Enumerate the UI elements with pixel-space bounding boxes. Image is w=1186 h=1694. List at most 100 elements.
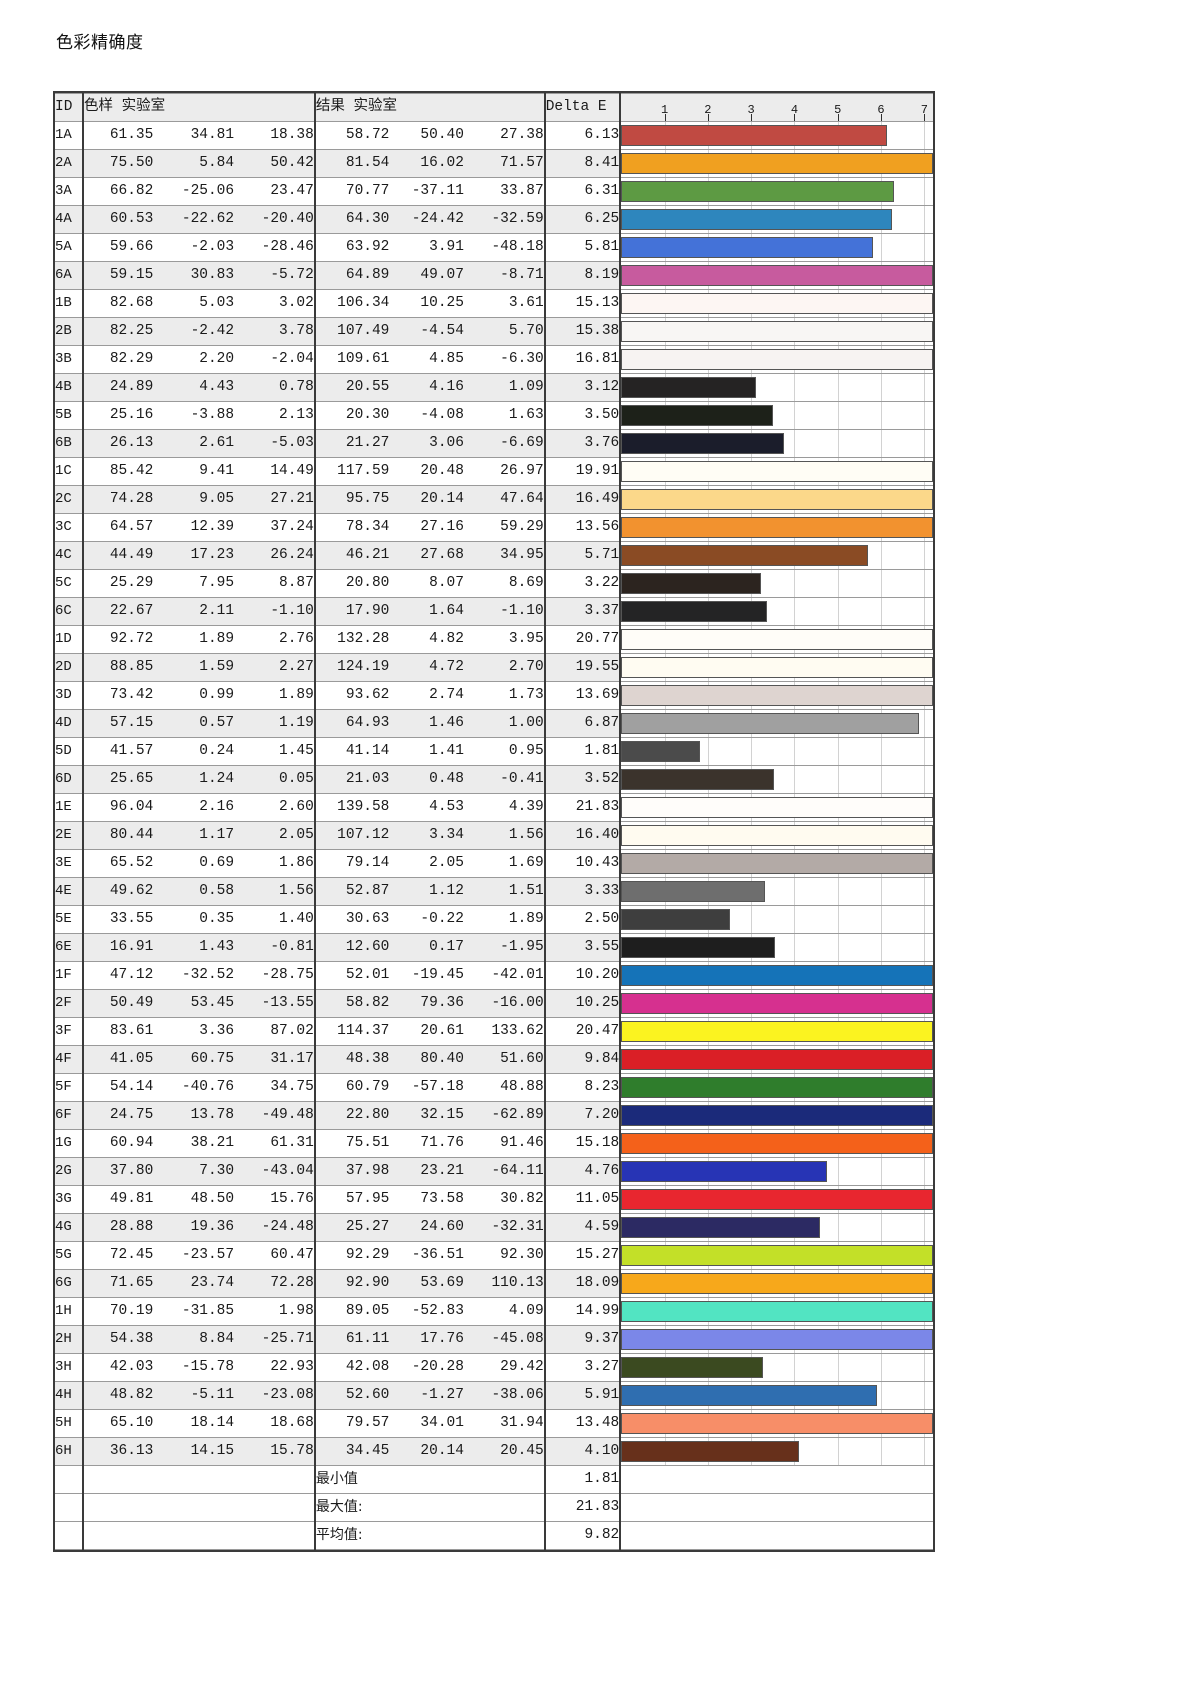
summary-blank-sample — [82, 1521, 315, 1550]
table-row[interactable]: 2B 82.25 -2.42 3.78 107.49 -4.54 5.70 15.38 — [55, 317, 933, 346]
table-row[interactable]: 5A 59.66 -2.03 -28.46 63.92 3.91 -48.18 5.81 — [55, 233, 933, 262]
table-row[interactable]: 4A 60.53 -22.62 -20.40 64.30 -24.42 -32.59 6.25 — [55, 205, 933, 234]
table-row[interactable]: 5C 25.29 7.95 8.87 20.80 8.07 8.69 3.22 — [55, 569, 933, 598]
cell-id: 3H — [55, 1353, 84, 1382]
table-row[interactable]: 6F 24.75 13.78 -49.48 22.80 32.15 -62.89 7.20 — [55, 1101, 933, 1130]
table-row[interactable]: 1F 47.12 -32.52 -28.75 52.01 -19.45 -42.01 10.2… — [55, 961, 933, 990]
delta-e-bar — [621, 1133, 933, 1154]
cell-sample-l: 96.04 — [82, 793, 154, 822]
table-row[interactable]: 2D 88.85 1.59 2.27 124.19 4.72 2.70 19.55 — [55, 653, 933, 682]
cell-result-b: 5.70 — [463, 317, 545, 346]
cell-delta-e-bar — [620, 1073, 933, 1102]
cell-sample-l: 70.19 — [82, 1297, 154, 1326]
table-row[interactable]: 4H 48.82 -5.11 -23.08 52.60 -1.27 -38.06 5.91 — [55, 1381, 933, 1410]
cell-sample-a: 1.89 — [153, 625, 235, 654]
table-row[interactable]: 6D 25.65 1.24 0.05 21.03 0.48 -0.41 3.52 — [55, 765, 933, 794]
cell-sample-a: 7.95 — [153, 569, 235, 598]
table-row[interactable]: 6A 59.15 30.83 -5.72 64.89 49.07 -8.71 8.19 — [55, 261, 933, 290]
cell-delta-e: 10.43 — [543, 849, 622, 878]
table-row[interactable]: 2F 50.49 53.45 -13.55 58.82 79.36 -16.00 10.25 — [55, 989, 933, 1018]
cell-result-l: 106.34 — [313, 289, 390, 318]
table-row[interactable]: 5F 54.14 -40.76 34.75 60.79 -57.18 48.88 8.23 — [55, 1073, 933, 1102]
table-row[interactable]: 2C 74.28 9.05 27.21 95.75 20.14 47.64 16.49 — [55, 485, 933, 514]
table-row[interactable]: 5D 41.57 0.24 1.45 41.14 1.41 0.95 1.81 — [55, 737, 933, 766]
cell-sample-b: 8.87 — [234, 569, 315, 598]
axis-tick-mark-3 — [751, 114, 753, 121]
table-row[interactable]: 3A 66.82 -25.06 23.47 70.77 -37.11 33.87 6.31 — [55, 177, 933, 206]
table-row[interactable]: 5E 33.55 0.35 1.40 30.63 -0.22 1.89 2.50 — [55, 905, 933, 934]
cell-result-l: 64.30 — [313, 205, 390, 234]
table-row[interactable]: 3G 49.81 48.50 15.76 57.95 73.58 30.82 11.05 — [55, 1185, 933, 1214]
cell-result-a: 20.61 — [389, 1017, 464, 1046]
cell-result-a: -52.83 — [389, 1297, 464, 1326]
table-row[interactable]: 3D 73.42 0.99 1.89 93.62 2.74 1.73 13.69 — [55, 681, 933, 710]
cell-result-a: -20.28 — [389, 1353, 464, 1382]
table-row[interactable]: 1G 60.94 38.21 61.31 75.51 71.76 91.46 15.18 — [55, 1129, 933, 1158]
cell-delta-e: 3.55 — [543, 933, 622, 962]
table-row[interactable]: 2E 80.44 1.17 2.05 107.12 3.34 1.56 16.40 — [55, 821, 933, 850]
cell-sample-a: 2.16 — [153, 793, 235, 822]
cell-delta-e: 3.33 — [543, 877, 622, 906]
cell-id: 4C — [55, 541, 84, 570]
cell-result-a: 4.53 — [389, 793, 464, 822]
cell-result-l: 46.21 — [313, 541, 390, 570]
table-row[interactable]: 6G 71.65 23.74 72.28 92.90 53.69 110.13 18.09 — [55, 1269, 933, 1298]
table-row[interactable]: 1D 92.72 1.89 2.76 132.28 4.82 3.95 20.77 — [55, 625, 933, 654]
cell-result-a: 8.07 — [389, 569, 464, 598]
cell-id: 4A — [55, 205, 84, 234]
table-row[interactable]: 2A 75.50 5.84 50.42 81.54 16.02 71.57 8.41 — [55, 149, 933, 178]
table-row[interactable]: 1C 85.42 9.41 14.49 117.59 20.48 26.97 19.91 — [55, 457, 933, 486]
cell-sample-l: 26.13 — [82, 429, 154, 458]
table-row[interactable]: 1H 70.19 -31.85 1.98 89.05 -52.83 4.09 14.99 — [55, 1297, 933, 1326]
table-row[interactable]: 5B 25.16 -3.88 2.13 20.30 -4.08 1.63 3.50 — [55, 401, 933, 430]
cell-result-a: 4.72 — [389, 653, 464, 682]
cell-delta-e-bar — [620, 541, 933, 570]
cell-sample-a: 13.78 — [153, 1101, 235, 1130]
cell-delta-e: 16.40 — [543, 821, 622, 850]
table-row[interactable]: 6C 22.67 2.11 -1.10 17.90 1.64 -1.10 3.37 — [55, 597, 933, 626]
table-row[interactable]: 1B 82.68 5.03 3.02 106.34 10.25 3.61 15.13 — [55, 289, 933, 318]
cell-result-l: 92.29 — [313, 1241, 390, 1270]
delta-e-bar — [621, 153, 933, 174]
delta-e-bar — [621, 1441, 799, 1462]
table-row[interactable]: 4F 41.05 60.75 31.17 48.38 80.40 51.60 9.84 — [55, 1045, 933, 1074]
table-row[interactable]: 4D 57.15 0.57 1.19 64.93 1.46 1.00 6.87 — [55, 709, 933, 738]
table-row[interactable]: 3B 82.29 2.20 -2.04 109.61 4.85 -6.30 16.81 — [55, 345, 933, 374]
cell-sample-b: 3.78 — [234, 317, 315, 346]
cell-result-a: 23.21 — [389, 1157, 464, 1186]
cell-sample-l: 65.10 — [82, 1409, 154, 1438]
table-row[interactable]: 6H 36.13 14.15 15.78 34.45 20.14 20.45 4.10 — [55, 1437, 933, 1466]
cell-delta-e: 19.91 — [543, 457, 622, 486]
table-row[interactable]: 4E 49.62 0.58 1.56 52.87 1.12 1.51 3.33 — [55, 877, 933, 906]
table-row[interactable]: 6E 16.91 1.43 -0.81 12.60 0.17 -1.95 3.55 — [55, 933, 933, 962]
table-row[interactable]: 3C 64.57 12.39 37.24 78.34 27.16 59.29 13.56 — [55, 513, 933, 542]
axis-tick-label-6: 6 — [877, 103, 885, 117]
table-row[interactable]: 6B 26.13 2.61 -5.03 21.27 3.06 -6.69 3.76 — [55, 429, 933, 458]
cell-id: 6H — [55, 1437, 84, 1466]
cell-delta-e: 6.31 — [543, 177, 622, 206]
cell-result-l: 70.77 — [313, 177, 390, 206]
table-row[interactable]: 3H 42.03 -15.78 22.93 42.08 -20.28 29.42 3.27 — [55, 1353, 933, 1382]
table-row[interactable]: 4B 24.89 4.43 0.78 20.55 4.16 1.09 3.12 — [55, 373, 933, 402]
color-accuracy-table: ID 色样 实验室 结果 实验室 Delta E 1 2 3 4 5 6 7 1A 61.35… — [55, 93, 933, 1550]
summary-value: 9.82 — [543, 1521, 622, 1550]
table-row[interactable]: 2H 54.38 8.84 -25.71 61.11 17.76 -45.08 9.37 — [55, 1325, 933, 1354]
table-row[interactable]: 3F 83.61 3.36 87.02 114.37 20.61 133.62 20.47 — [55, 1017, 933, 1046]
cell-result-a: -1.27 — [389, 1381, 464, 1410]
cell-delta-e: 15.18 — [543, 1129, 622, 1158]
table-row[interactable]: 3E 65.52 0.69 1.86 79.14 2.05 1.69 10.43 — [55, 849, 933, 878]
table-row[interactable]: 5H 65.10 18.14 18.68 79.57 34.01 31.94 13.48 — [55, 1409, 933, 1438]
cell-delta-e: 10.25 — [543, 989, 622, 1018]
cell-result-b: 59.29 — [463, 513, 545, 542]
column-header-id: ID — [55, 93, 84, 122]
table-row[interactable]: 4C 44.49 17.23 26.24 46.21 27.68 34.95 5.71 — [55, 541, 933, 570]
cell-id: 3G — [55, 1185, 84, 1214]
cell-sample-l: 66.82 — [82, 177, 154, 206]
cell-delta-e: 20.47 — [543, 1017, 622, 1046]
cell-id: 5F — [55, 1073, 84, 1102]
table-row[interactable]: 1E 96.04 2.16 2.60 139.58 4.53 4.39 21.83 — [55, 793, 933, 822]
table-row[interactable]: 5G 72.45 -23.57 60.47 92.29 -36.51 92.30 15.27 — [55, 1241, 933, 1270]
table-row[interactable]: 4G 28.88 19.36 -24.48 25.27 24.60 -32.31 4.59 — [55, 1213, 933, 1242]
table-row[interactable]: 2G 37.80 7.30 -43.04 37.98 23.21 -64.11 4.76 — [55, 1157, 933, 1186]
table-row[interactable]: 1A 61.35 34.81 18.38 58.72 50.40 27.38 6.13 — [55, 121, 933, 150]
